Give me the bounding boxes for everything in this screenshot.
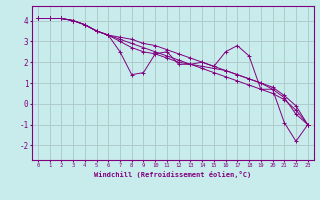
X-axis label: Windchill (Refroidissement éolien,°C): Windchill (Refroidissement éolien,°C) bbox=[94, 171, 252, 178]
